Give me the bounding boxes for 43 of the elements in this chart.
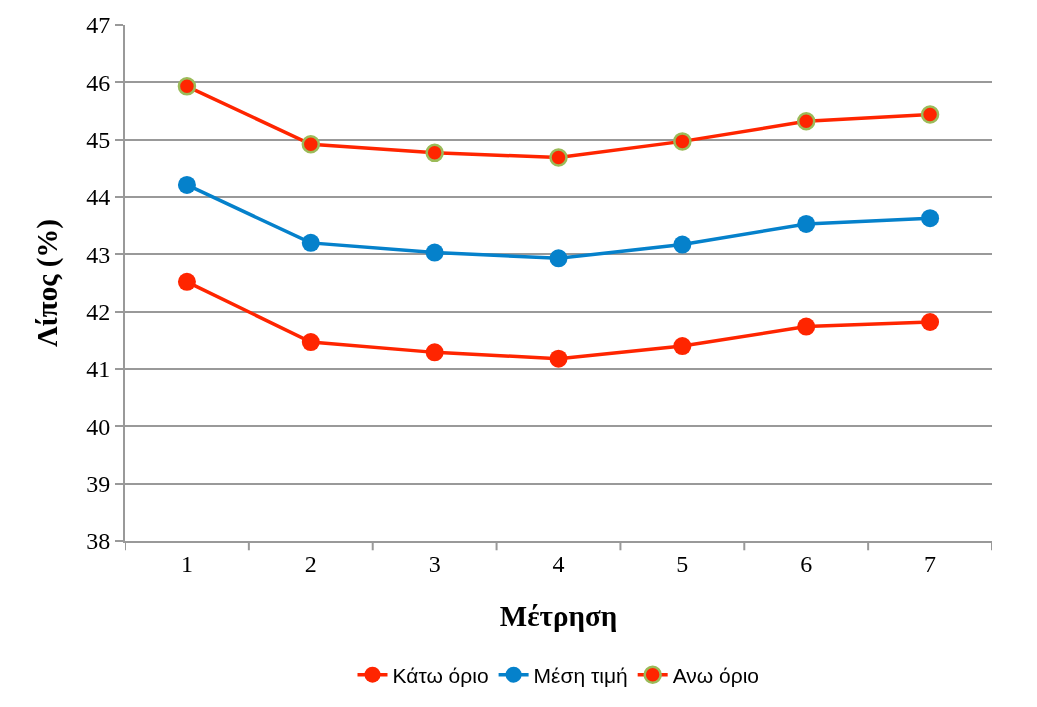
x-tick-label: 6 — [800, 550, 813, 577]
x-tick-label: 3 — [428, 550, 441, 577]
legend-label: Κάτω όριο — [392, 663, 489, 687]
legend-label: Ανω όριο — [672, 663, 759, 687]
x-axis-title: Μέτρηση — [499, 600, 618, 633]
point — [797, 214, 816, 233]
y-axis-title: Λίπος (%) — [31, 219, 65, 347]
legend-label: Μέση τιμή — [533, 663, 628, 687]
x-tick-label: 1 — [180, 550, 193, 577]
point — [177, 77, 197, 96]
y-tick-label: 42 — [86, 299, 111, 326]
point — [921, 209, 940, 228]
point — [673, 132, 692, 151]
point — [549, 148, 568, 167]
point — [549, 349, 568, 368]
point — [425, 143, 444, 163]
point — [673, 235, 692, 254]
x-tick-label: 5 — [676, 550, 689, 577]
point — [673, 337, 692, 356]
point — [549, 249, 568, 268]
point — [301, 233, 320, 252]
y-tick-label: 39 — [86, 471, 111, 498]
y-tick-label: 47 — [86, 12, 111, 39]
point — [177, 272, 196, 291]
point — [301, 135, 321, 154]
point — [425, 243, 444, 262]
y-tick-label: 40 — [86, 413, 111, 440]
x-tick-label: 2 — [304, 550, 317, 577]
y-tick-label: 46 — [86, 69, 111, 96]
point — [796, 112, 816, 131]
point — [425, 343, 444, 362]
y-tick-label: 45 — [86, 127, 111, 154]
point — [301, 333, 320, 352]
y-tick-label: 38 — [86, 528, 111, 555]
x-tick-label: 7 — [924, 550, 937, 577]
point — [920, 105, 940, 124]
point — [797, 317, 816, 336]
y-tick-label: 41 — [86, 356, 111, 383]
x-tick-label: 4 — [552, 550, 565, 577]
point — [177, 175, 196, 194]
y-tick-label: 44 — [86, 184, 111, 211]
y-tick-label: 43 — [86, 241, 111, 268]
point — [921, 312, 940, 331]
